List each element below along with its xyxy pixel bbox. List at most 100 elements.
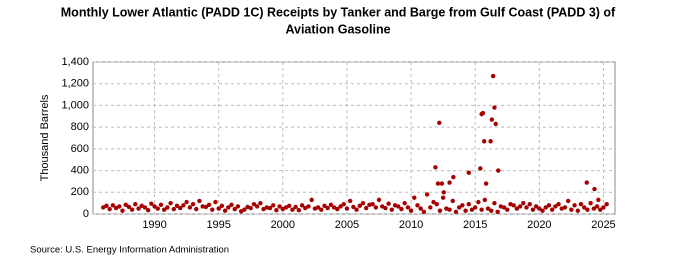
y-tick-label: 1,000 — [61, 99, 89, 111]
point — [585, 207, 590, 212]
point — [505, 207, 510, 212]
point — [418, 206, 423, 211]
point — [476, 199, 481, 205]
point — [485, 206, 491, 211]
point — [299, 203, 305, 208]
point — [578, 202, 584, 207]
y-tick-label: 600 — [71, 143, 89, 155]
point — [120, 208, 125, 213]
point — [488, 139, 493, 144]
point — [456, 205, 462, 210]
point — [437, 208, 443, 213]
x-tick-label: 2020 — [527, 219, 551, 231]
point — [187, 205, 193, 210]
plot-frame — [92, 61, 616, 215]
point — [451, 174, 456, 180]
y-tick-label: 1,200 — [61, 78, 89, 90]
point — [490, 73, 496, 79]
point — [473, 205, 478, 210]
point — [527, 202, 532, 207]
y-tick-label: 1,400 — [61, 56, 89, 68]
point — [194, 206, 199, 212]
point — [495, 209, 500, 215]
point — [466, 202, 471, 207]
point — [315, 205, 321, 210]
point — [254, 204, 260, 209]
point — [322, 203, 327, 209]
point — [222, 208, 228, 213]
y-tick-label: 400 — [71, 164, 89, 176]
point — [424, 192, 430, 197]
point — [168, 200, 173, 206]
point — [540, 208, 545, 213]
point — [235, 204, 241, 209]
source: Source: U.S. Energy Information Administ… — [30, 245, 229, 256]
point — [478, 166, 483, 171]
point — [165, 205, 170, 210]
point — [354, 207, 359, 212]
y-axis-label: Thousand Barrels — [39, 94, 51, 181]
point — [480, 110, 486, 116]
point — [553, 204, 558, 209]
point — [347, 198, 353, 204]
point — [216, 206, 221, 211]
point — [267, 205, 273, 211]
point — [357, 203, 362, 209]
point — [450, 198, 455, 204]
point — [287, 203, 292, 209]
point — [325, 205, 330, 211]
point — [107, 206, 112, 212]
point — [296, 208, 302, 213]
point — [104, 203, 109, 209]
point — [126, 204, 132, 210]
point — [213, 199, 218, 205]
x-tick-label: 2025 — [591, 219, 615, 231]
point — [290, 207, 295, 212]
point — [197, 198, 202, 204]
point — [428, 205, 433, 210]
point — [229, 202, 234, 207]
y-tick-label: 0 — [83, 208, 89, 220]
point — [435, 181, 441, 186]
point — [248, 205, 253, 211]
point — [190, 202, 196, 207]
point — [270, 203, 276, 208]
point — [482, 197, 488, 203]
point — [274, 208, 279, 213]
point — [408, 208, 414, 213]
point — [402, 200, 407, 206]
chart-title: Monthly Lower Atlantic (PADD 1C) Receipt… — [61, 5, 616, 19]
point — [569, 207, 574, 212]
point — [133, 202, 138, 207]
point — [492, 200, 497, 206]
point — [136, 206, 141, 211]
x-tick-label: 1995 — [206, 219, 230, 231]
point — [396, 204, 401, 209]
point — [584, 180, 589, 185]
point — [389, 207, 395, 212]
point — [594, 204, 600, 209]
point — [582, 205, 587, 210]
point — [386, 201, 391, 206]
point — [496, 168, 501, 173]
point — [117, 204, 122, 209]
point — [251, 202, 257, 207]
point — [466, 170, 471, 175]
point — [319, 207, 324, 212]
point — [537, 206, 542, 211]
point — [360, 200, 366, 206]
point — [489, 117, 495, 122]
point — [524, 205, 529, 210]
point — [533, 204, 539, 209]
point — [596, 197, 601, 203]
point — [335, 206, 340, 212]
point — [592, 186, 597, 192]
point — [363, 205, 369, 211]
point — [155, 206, 160, 211]
point — [598, 207, 603, 212]
point — [328, 202, 334, 207]
point — [483, 181, 489, 186]
point — [440, 195, 446, 200]
point — [434, 202, 439, 207]
point — [575, 208, 581, 213]
